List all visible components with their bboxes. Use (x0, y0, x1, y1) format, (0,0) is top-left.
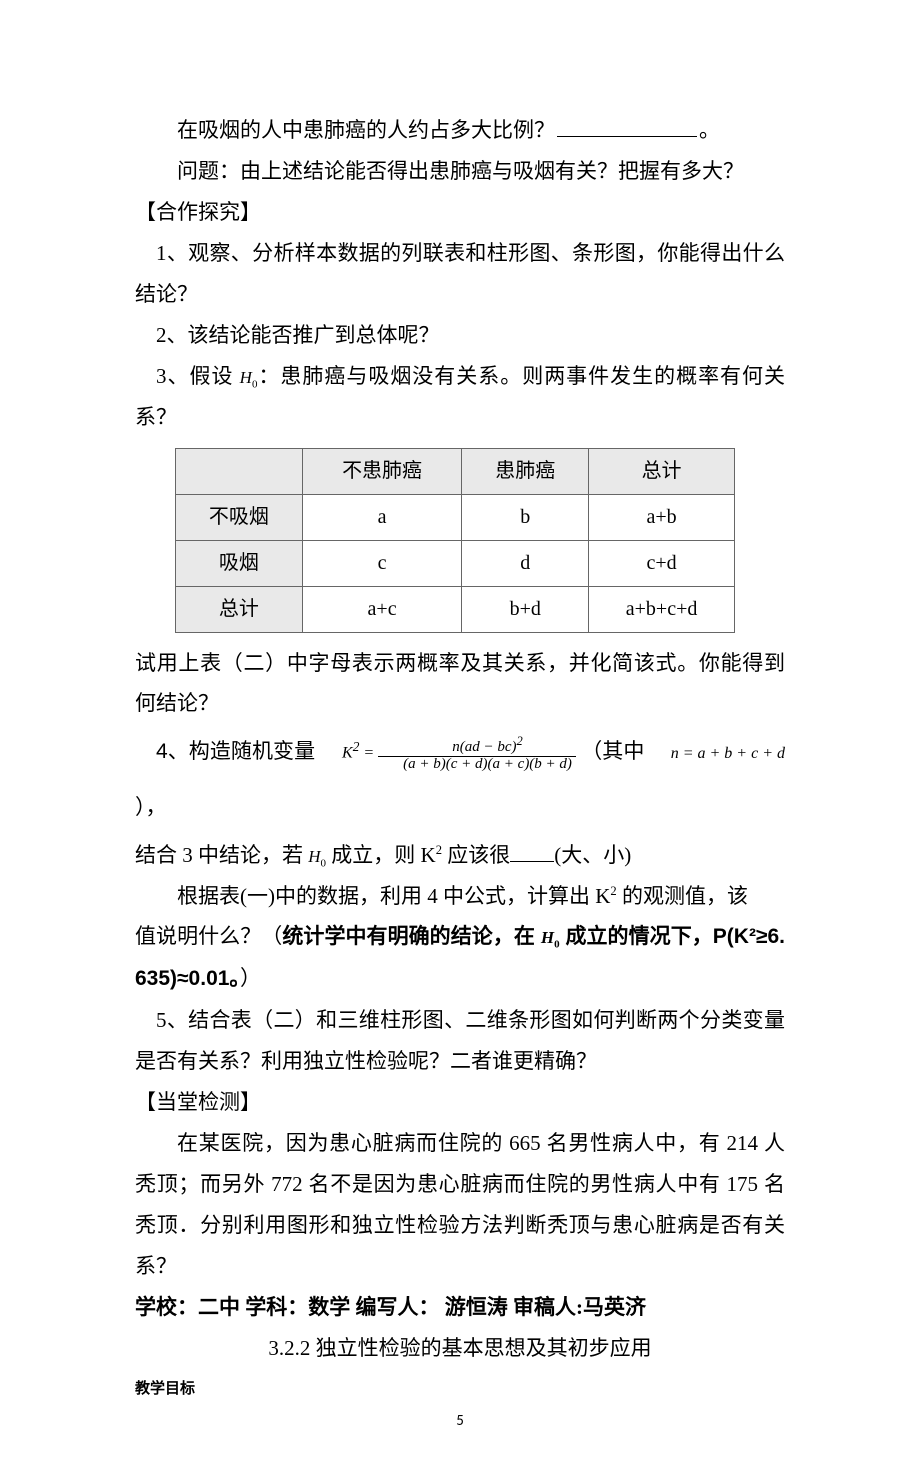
line-question: 问题：由上述结论能否得出患肺癌与吸烟有关？把握有多大？ (135, 151, 785, 192)
th-total: 总计 (589, 448, 735, 494)
table-note: 试用上表（二）中字母表示两概率及其关系，并化简该式。你能得到何结论？ (135, 643, 785, 725)
q4-line3: 根据表(一)中的数据，利用 4 中公式，计算出 K2 的观测值，该 (135, 876, 785, 917)
q5: 5、结合表（二）和三维柱形图、二维条形图如何判断两个分类变量是否有关系？利用独立… (135, 1000, 785, 1082)
page-number: 5 (0, 1412, 920, 1430)
byline: 学校：二中 学科：数学 编写人： 游恒涛 审稿人:马英济 (135, 1287, 785, 1328)
blank-proportion[interactable] (557, 112, 697, 137)
q-proportion: 在吸烟的人中患肺癌的人约占多大比例？ (177, 118, 555, 142)
q3: 3、假设 H0：患肺癌与吸烟没有关系。则两事件发生的概率有何关系？ (135, 356, 785, 438)
th-cancer: 患肺癌 (462, 448, 589, 494)
section-classtest: 【当堂检测】 (135, 1082, 785, 1123)
th-blank (176, 448, 303, 494)
h0-symbol-3: H0 (541, 928, 560, 947)
h0-symbol-2: H0 (308, 847, 326, 866)
q4-line1: 4、构造随机变量 K2 = n(ad − bc)2(a + b)(c + d)(… (135, 724, 785, 834)
q1: 1、观察、分析样本数据的列联表和柱形图、条形图，你能得出什么结论？ (135, 233, 785, 315)
k-squared-formula: K2 = n(ad − bc)2(a + b)(c + d)(a + c)(b … (321, 735, 576, 773)
blank-big-small[interactable] (510, 836, 554, 861)
q4-line2: 结合 3 中结论，若 H0 成立，则 K2 应该很(大、小) (135, 835, 785, 876)
h0-symbol: H0 (240, 368, 258, 387)
contingency-table: 不患肺癌 患肺癌 总计 不吸烟 a b a+b 吸烟 c d c+d 总计 a+… (175, 448, 735, 633)
table-row: 总计 a+c b+d a+b+c+d (176, 586, 735, 632)
th-no-cancer: 不患肺癌 (302, 448, 462, 494)
table-row: 吸烟 c d c+d (176, 540, 735, 586)
test-body: 在某医院，因为患心脏病而住院的 665 名男性病人中，有 214 人秃顶；而另外… (135, 1123, 785, 1287)
q2: 2、该结论能否推广到总体呢？ (135, 315, 785, 356)
chapter-title: 3.2.2 独立性检验的基本思想及其初步应用 (135, 1328, 785, 1369)
teaching-goal: 教学目标 (135, 1375, 785, 1404)
q4-line4: 值说明什么？（统计学中有明确的结论，在 H0 成立的情况下，P(K²≥6.635… (135, 916, 785, 1000)
line-proportion: 在吸烟的人中患肺癌的人约占多大比例？。 (135, 110, 785, 151)
table-row: 不吸烟 a b a+b (176, 494, 735, 540)
section-cooperation: 【合作探究】 (135, 192, 785, 233)
